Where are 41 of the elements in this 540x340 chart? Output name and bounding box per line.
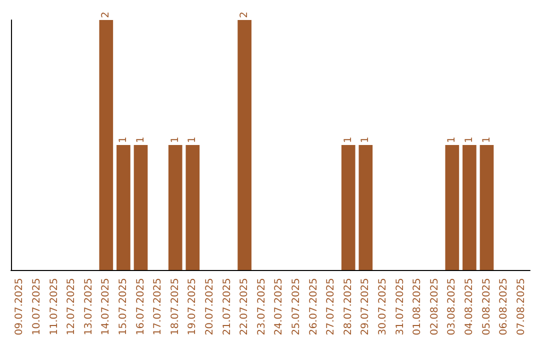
- x-tick-label: 02.08.2025: [429, 278, 440, 336]
- data-label: 2: [100, 12, 112, 18]
- x-tick-label: 24.07.2025: [274, 278, 285, 336]
- x-tick-label: 22.07.2025: [239, 278, 250, 336]
- data-label: 1: [446, 136, 458, 143]
- data-label: 1: [170, 136, 181, 143]
- x-tick-label: 16.07.2025: [135, 278, 146, 336]
- x-tick-label: 19.07.2025: [187, 278, 198, 336]
- x-tick-label: 23.07.2025: [256, 278, 268, 336]
- data-label: 2: [239, 12, 250, 18]
- x-tick-label: 13.07.2025: [83, 278, 94, 336]
- x-tick-label: 31.07.2025: [394, 278, 406, 336]
- x-tick-label: 30.07.2025: [377, 278, 388, 336]
- data-label: 1: [187, 136, 198, 143]
- data-label: 1: [118, 136, 129, 143]
- x-tick-label: 26.07.2025: [308, 278, 320, 336]
- x-tick-label: 25.07.2025: [290, 278, 302, 336]
- x-tick-label: 18.07.2025: [170, 278, 181, 336]
- x-tick-label: 07.08.2025: [516, 278, 527, 336]
- x-tick-label: 05.08.2025: [481, 278, 492, 336]
- x-tick-label: 01.08.2025: [412, 278, 424, 336]
- data-label: 1: [481, 136, 492, 143]
- x-tick-label: 27.07.2025: [326, 278, 337, 336]
- x-tick-label: 15.07.2025: [118, 278, 129, 336]
- x-tick-label: 21.07.2025: [222, 278, 233, 336]
- x-tick-label: 06.08.2025: [498, 278, 510, 336]
- x-tick-label: 09.07.2025: [14, 278, 26, 336]
- x-tick-label: 17.07.2025: [152, 278, 164, 336]
- x-tick-label: 20.07.2025: [204, 278, 216, 336]
- x-tick-label: 10.07.2025: [31, 278, 42, 336]
- data-label: 1: [135, 136, 146, 143]
- x-tick-label: 14.07.2025: [100, 278, 112, 336]
- x-tick-label: 29.07.2025: [360, 278, 372, 336]
- x-tick-label: 03.08.2025: [446, 278, 458, 336]
- data-label: 1: [464, 136, 475, 143]
- data-label: 1: [342, 136, 354, 143]
- x-tick-label: 28.07.2025: [342, 278, 354, 336]
- x-tick-label: 12.07.2025: [66, 278, 78, 336]
- data-label: 1: [360, 136, 372, 143]
- x-tick-label: 11.07.2025: [48, 278, 60, 336]
- x-tick-label: 04.08.2025: [464, 278, 475, 336]
